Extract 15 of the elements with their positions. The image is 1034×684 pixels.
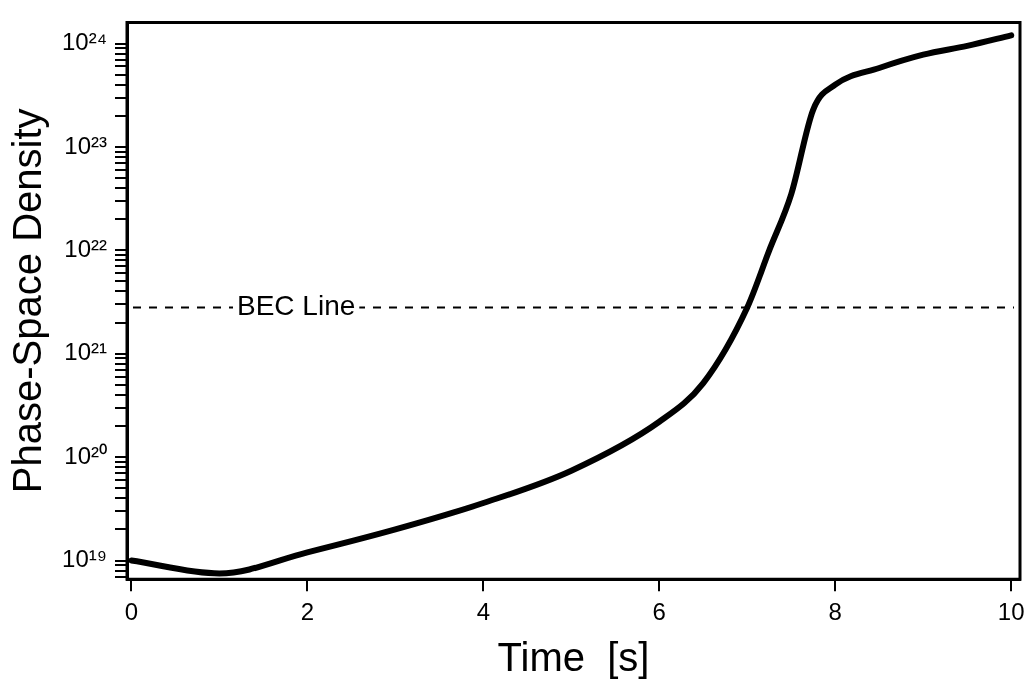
x-tick-label: 2 bbox=[300, 598, 315, 626]
x-tick-label: 0 bbox=[124, 598, 139, 626]
y-tick-label: 10²⁴ bbox=[62, 28, 107, 56]
y-tick-label: 10²¹ bbox=[64, 338, 107, 366]
x-axis-title: Time [s] bbox=[497, 635, 650, 680]
y-tick-label: 10²³ bbox=[64, 131, 107, 159]
ref-line-label: BEC Line bbox=[237, 290, 356, 322]
x-tick-label: 8 bbox=[828, 598, 842, 626]
x-tick-label: 4 bbox=[476, 598, 490, 626]
y-tick-label: 10²² bbox=[64, 234, 107, 262]
y-tick-label: 10²⁰ bbox=[64, 441, 107, 469]
x-tick-label: 10 bbox=[997, 598, 1025, 626]
y-tick-label: 10¹⁹ bbox=[62, 545, 107, 573]
x-tick-label: 6 bbox=[652, 598, 666, 626]
y-axis-title: Phase-Space Density bbox=[5, 108, 50, 494]
